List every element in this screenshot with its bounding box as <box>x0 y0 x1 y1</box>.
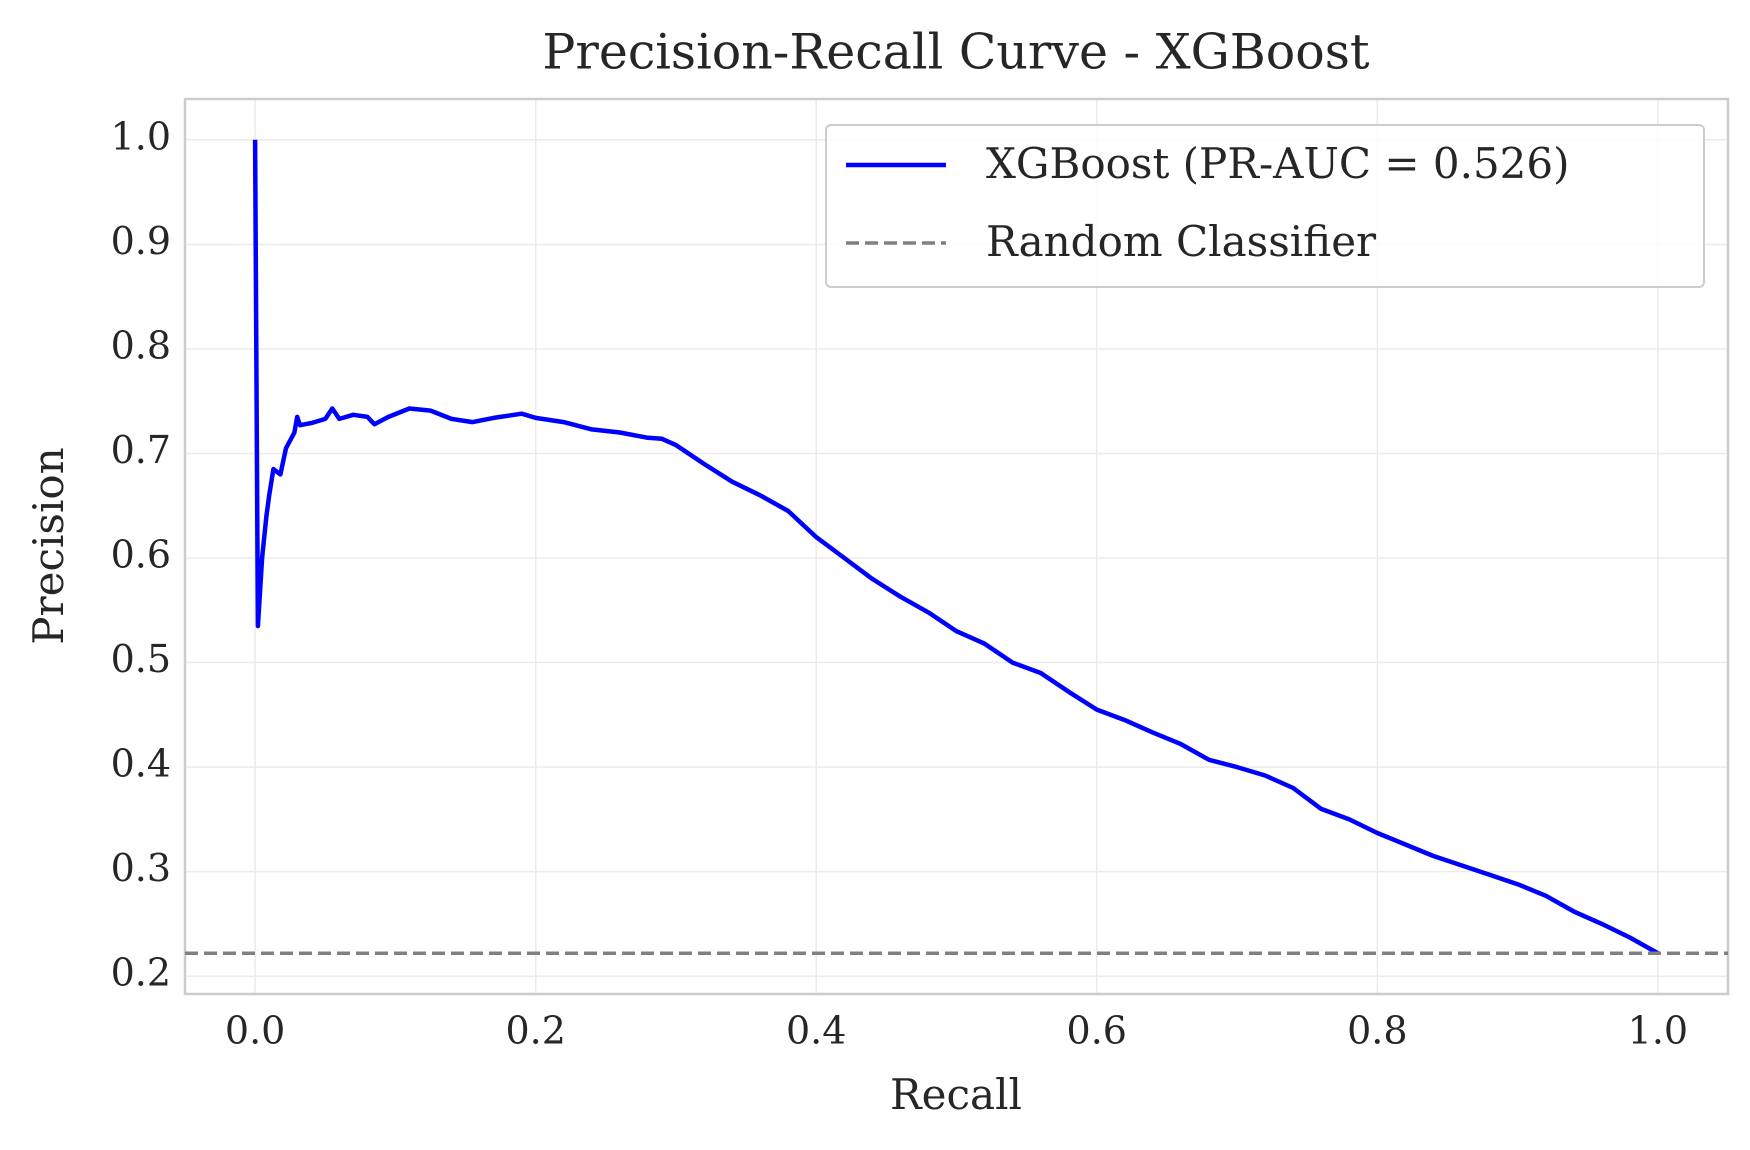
y-tick-label: 0.7 <box>111 428 171 472</box>
legend-label: Random Classifier <box>986 217 1377 266</box>
y-tick-label: 0.2 <box>111 951 171 995</box>
plot-frame <box>183 97 1730 996</box>
y-tick-label: 0.6 <box>111 533 171 577</box>
legend-label: XGBoost (PR-AUC = 0.526) <box>986 139 1570 188</box>
pr-curve <box>252 139 1659 956</box>
x-tick-label: 0.4 <box>786 1009 846 1053</box>
y-axis-label: Precision <box>24 447 73 644</box>
x-tick-label: 0.0 <box>225 1009 285 1053</box>
chart-title: Precision-Recall Curve - XGBoost <box>542 24 1369 81</box>
x-tick-label: 0.2 <box>505 1009 565 1053</box>
y-tick-label: 0.9 <box>111 219 171 263</box>
x-tick-label: 0.8 <box>1347 1009 1407 1053</box>
x-tick-label: 1.0 <box>1628 1009 1688 1053</box>
y-tick-label: 0.4 <box>111 742 171 786</box>
y-tick-label: 0.5 <box>111 637 171 681</box>
x-axis-label: Recall <box>890 1070 1022 1119</box>
legend-box <box>825 124 1705 288</box>
x-tick-label: 0.6 <box>1067 1009 1127 1053</box>
y-tick-label: 0.8 <box>111 323 171 367</box>
y-tick-label: 1.0 <box>111 114 171 158</box>
y-tick-label: 0.3 <box>111 846 171 890</box>
